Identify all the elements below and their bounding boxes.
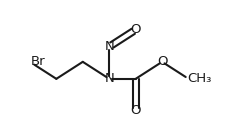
Text: Br: Br [31, 55, 45, 68]
Text: O: O [130, 23, 140, 36]
Text: N: N [104, 72, 114, 85]
Text: O: O [130, 104, 140, 117]
Text: CH₃: CH₃ [187, 72, 211, 85]
Text: O: O [156, 55, 167, 68]
Text: N: N [104, 40, 114, 53]
